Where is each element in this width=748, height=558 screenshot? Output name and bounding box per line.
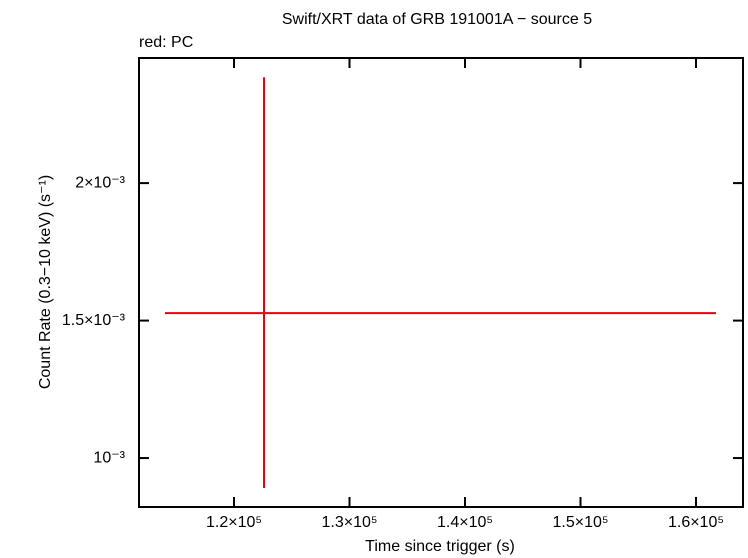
y-tick-label: 1.5×10⁻³ bbox=[62, 312, 126, 329]
x-tick-label: 1.6×10⁵ bbox=[668, 514, 724, 531]
chart-title: Swift/XRT data of GRB 191001A − source 5 bbox=[282, 11, 592, 28]
subtitle: red: PC bbox=[139, 34, 193, 51]
y-tick-label: 10⁻³ bbox=[93, 449, 125, 466]
y-axis-title: Count Rate (0.3−10 keV) (s⁻¹) bbox=[37, 175, 54, 389]
x-axis-title: Time since trigger (s) bbox=[365, 538, 515, 555]
x-tick-label: 1.5×10⁵ bbox=[552, 514, 608, 531]
x-tick-label: 1.2×10⁵ bbox=[206, 514, 262, 531]
plot-frame bbox=[138, 57, 744, 508]
y-tick-label: 2×10⁻³ bbox=[75, 174, 125, 191]
x-tick-label: 1.3×10⁵ bbox=[321, 514, 377, 531]
x-tick-label: 1.4×10⁵ bbox=[437, 514, 493, 531]
